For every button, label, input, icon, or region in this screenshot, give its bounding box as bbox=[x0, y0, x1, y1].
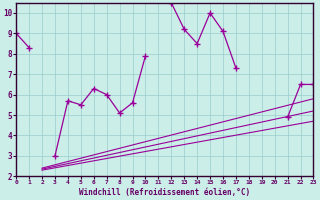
X-axis label: Windchill (Refroidissement éolien,°C): Windchill (Refroidissement éolien,°C) bbox=[79, 188, 250, 197]
